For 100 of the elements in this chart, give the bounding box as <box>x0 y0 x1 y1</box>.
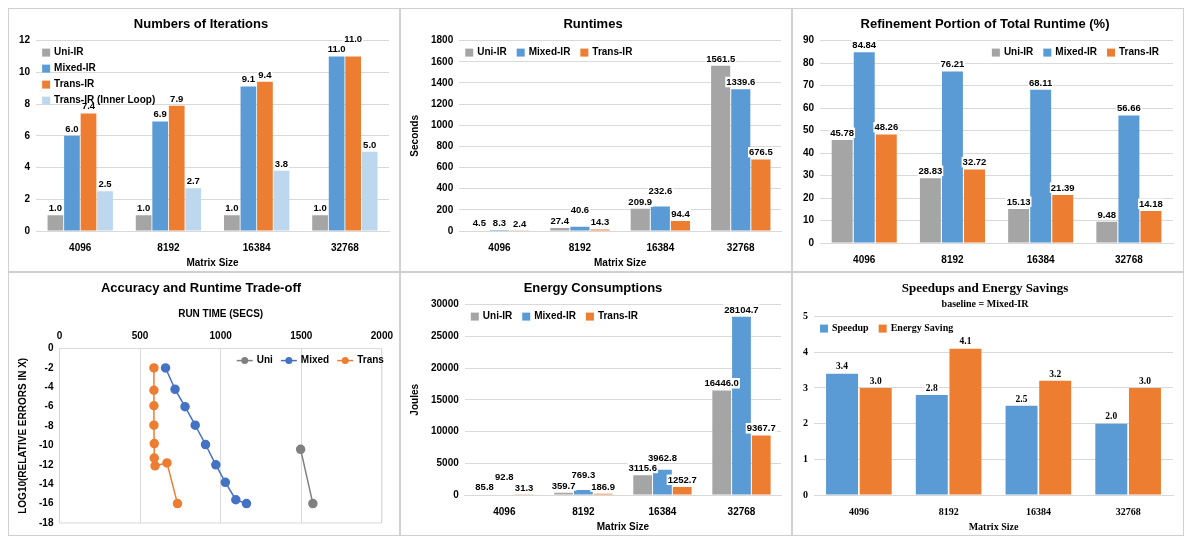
y-tick-label: 200 <box>436 203 454 215</box>
data-label: 9.48 <box>1097 208 1117 220</box>
point <box>200 439 211 450</box>
chart-title: Accuracy and Runtime Trade-off <box>100 280 302 296</box>
bar <box>1096 221 1118 243</box>
y-tick-label: 2 <box>803 417 808 429</box>
data-label: 15.13 <box>1006 195 1031 207</box>
bar <box>731 89 751 231</box>
data-label: 11.0 <box>344 32 363 44</box>
legend-label: Uni-IR <box>482 310 514 322</box>
x-tick-label: 1500 <box>290 330 313 342</box>
y-tick-label: -2 <box>44 361 54 373</box>
data-label: 9.1 <box>241 73 256 85</box>
data-label: 94.4 <box>671 207 691 219</box>
bar <box>670 221 690 231</box>
y-tick-label: -12 <box>39 458 54 470</box>
y-tick-label: -16 <box>39 497 54 509</box>
bar <box>312 215 328 231</box>
bar <box>135 215 152 231</box>
data-label: 2.4 <box>512 217 527 229</box>
data-label: 1561.5 <box>706 52 736 64</box>
data-label: 769.3 <box>571 469 596 481</box>
bar <box>257 81 273 231</box>
y-tick-label: -10 <box>39 439 54 451</box>
x-tick-label: 8192 <box>572 505 595 517</box>
chart-title: Numbers of Iterations <box>133 16 269 32</box>
y-tick-label: -14 <box>39 477 54 489</box>
y-tick-label: 15000 <box>431 393 460 405</box>
bar <box>345 56 362 231</box>
data-label: 186.9 <box>591 480 616 492</box>
x-axis-title: Matrix Size <box>968 520 1019 532</box>
legend-label: Mixed-IR <box>54 62 97 74</box>
y-tick-label: 6 <box>24 129 31 141</box>
data-label: 9367.7 <box>746 422 776 434</box>
y-tick-label: -4 <box>44 381 54 393</box>
point <box>150 461 160 471</box>
bar <box>152 121 169 231</box>
data-label: 2.5 <box>1015 393 1028 404</box>
y-tick-label: 20000 <box>431 361 460 373</box>
x-tick-label: 4096 <box>493 505 516 517</box>
chart-title: Refinement Portion of Total Runtime (%) <box>860 16 1110 32</box>
bar <box>1030 89 1052 243</box>
x-tick-label: 1000 <box>209 330 233 342</box>
y-axis-title: Seconds <box>408 114 420 157</box>
chart-subtitle: baseline = Mixed-IR <box>941 298 1030 310</box>
y-tick-label: 1200 <box>431 97 454 109</box>
bar <box>240 86 257 231</box>
data-label: 27.4 <box>550 214 570 226</box>
y-tick-label: 20 <box>803 191 815 203</box>
point <box>149 420 159 430</box>
legend-label: Uni-IR <box>54 46 85 58</box>
y-tick-label: 30000 <box>431 298 460 310</box>
legend-label: Mixed-IR <box>534 310 577 322</box>
chart-title: Energy Consumptions <box>523 280 663 296</box>
point <box>231 495 241 505</box>
legend-label: Trans-IR <box>597 310 639 322</box>
data-label: 68.11 <box>1029 76 1054 88</box>
data-label: 28.83 <box>918 165 943 177</box>
data-label: 4.5 <box>472 217 487 229</box>
data-label: 1.0 <box>313 202 327 214</box>
y-tick-label: 8 <box>24 97 31 109</box>
x-tick-label: 8192 <box>157 241 181 253</box>
legend-label: Uni <box>256 354 274 366</box>
legend-label: Trans-IR <box>592 46 634 58</box>
bar <box>64 135 80 231</box>
point <box>149 385 159 396</box>
legend-label: Mixed <box>300 354 330 366</box>
y-tick-label: 0 <box>447 224 454 236</box>
data-label: 9.4 <box>258 68 273 80</box>
data-label: 48.26 <box>874 121 899 133</box>
bar <box>672 487 692 495</box>
data-label: 1.0 <box>137 202 151 214</box>
data-label: 32.72 <box>962 156 987 168</box>
data-label: 76.21 <box>940 58 966 70</box>
legend-label: Trans-IR <box>54 78 95 90</box>
bar <box>1095 423 1128 495</box>
y-axis-title: LOG10(RELATIVE ERRORS IN X) <box>16 357 28 514</box>
bar <box>941 71 963 243</box>
bar <box>1005 405 1038 495</box>
x-tick-label: 16384 <box>648 505 677 517</box>
data-label: 4.1 <box>959 336 972 347</box>
data-label: 6.9 <box>153 108 167 120</box>
x-axis-title: Matrix Size <box>596 520 650 532</box>
data-label: 3.2 <box>1049 368 1062 379</box>
x-axis-title: RUN TIME (SECS) <box>178 308 264 320</box>
data-label: 6.0 <box>65 122 79 134</box>
data-label: 2.8 <box>925 382 938 393</box>
y-tick-label: -18 <box>39 516 54 528</box>
bar <box>1128 387 1161 495</box>
legend-label: Mixed-IR <box>1055 46 1098 58</box>
y-tick-label: 5 <box>803 310 808 322</box>
y-tick-label: 800 <box>436 140 454 152</box>
data-label: 1339.6 <box>726 76 756 88</box>
data-label: 11.0 <box>327 43 346 55</box>
y-tick-label: 0 <box>24 224 31 236</box>
x-tick-label: 2000 <box>370 330 394 342</box>
bar <box>650 206 670 231</box>
point <box>170 384 180 395</box>
bar <box>1118 115 1140 243</box>
bar <box>751 159 771 231</box>
